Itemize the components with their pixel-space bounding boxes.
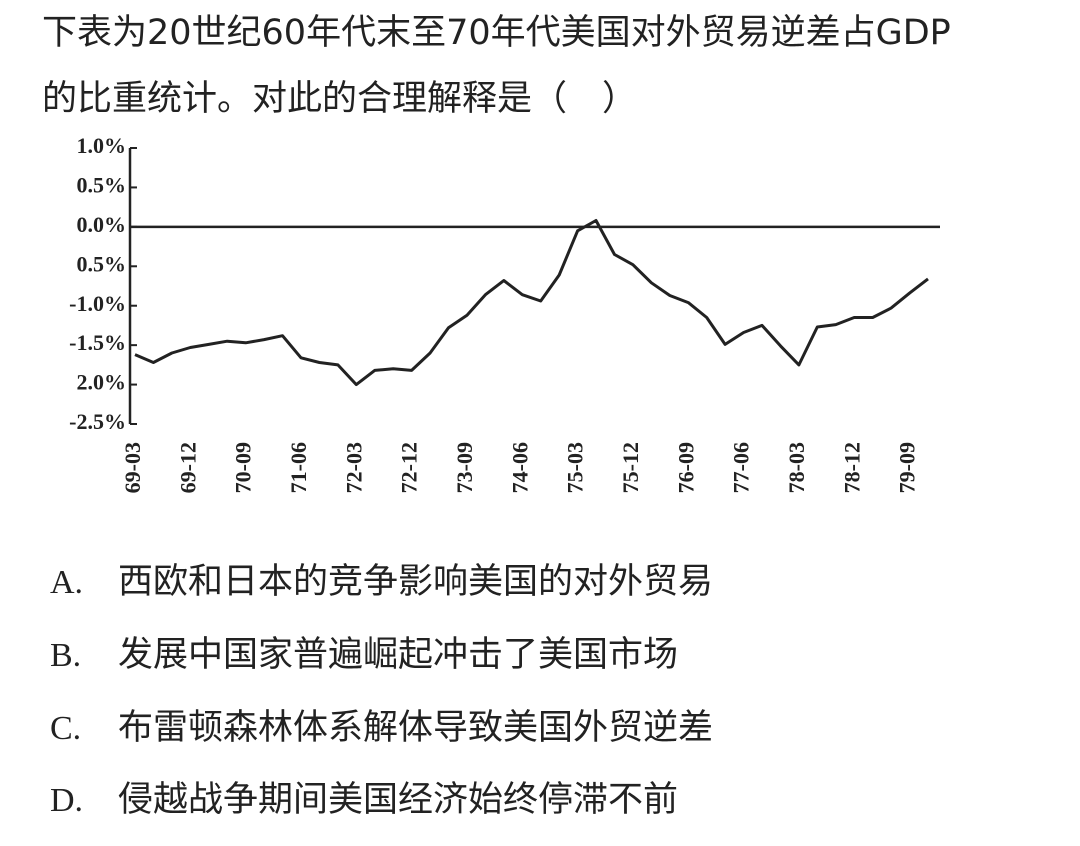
question-line: 的比重统计。对此的合理解释是（ ） bbox=[42, 79, 637, 119]
x-tick-label: 79-09 bbox=[895, 442, 920, 493]
option-label: C. bbox=[50, 710, 81, 747]
option-text: 布雷顿森林体系解体导致美国外贸逆差 bbox=[118, 708, 713, 748]
option-text: 发展中国家普遍崛起冲击了美国市场 bbox=[118, 635, 678, 675]
y-tick-label: 1.0% bbox=[77, 133, 127, 158]
x-tick-label: 75-03 bbox=[563, 442, 588, 493]
x-tick-label: 76-09 bbox=[673, 442, 698, 493]
y-tick-label: 0.5% bbox=[77, 251, 127, 276]
x-tick-label: 73-09 bbox=[452, 442, 477, 493]
y-tick-label: -1.5% bbox=[69, 330, 126, 355]
options: A. 西欧和日本的竞争影响美国的对外贸易 B. 发展中国家普遍崛起冲击了美国市场… bbox=[50, 562, 713, 820]
x-tick-label: 75-12 bbox=[618, 442, 643, 493]
x-tick-label: 70-09 bbox=[231, 442, 256, 493]
x-tick-label: 72-12 bbox=[397, 442, 422, 493]
y-tick-label: -1.0% bbox=[69, 291, 126, 316]
y-tick-label: -2.5% bbox=[69, 409, 126, 434]
line-series bbox=[134, 219, 929, 387]
chart: 1.0% 0.5% 0.0% 0.5% -1.0% -1.5% 2.0% -2.5% 69-03… bbox=[69, 133, 940, 493]
option-label: D. bbox=[50, 782, 83, 819]
x-tick-label: 69-12 bbox=[175, 442, 200, 493]
y-tick-label: 0.5% bbox=[77, 172, 127, 197]
option-text: 西欧和日本的竞争影响美国的对外贸易 bbox=[118, 562, 713, 602]
option-text: 侵越战争期间美国经济始终停滞不前 bbox=[118, 780, 678, 820]
x-tick-label: 71-06 bbox=[286, 442, 311, 493]
y-tick-label: 2.0% bbox=[77, 370, 127, 395]
y-tick-label: 0.0% bbox=[77, 212, 127, 237]
x-tick-label: 78-03 bbox=[784, 442, 809, 493]
x-tick-label: 77-06 bbox=[729, 442, 754, 493]
x-tick-label: 74-06 bbox=[507, 442, 532, 493]
x-tick-label: 69-03 bbox=[120, 442, 145, 493]
question-line: 下表为20世纪60年代末至70年代美国对外贸易逆差占GDP bbox=[42, 13, 951, 53]
x-tick-label: 72-03 bbox=[341, 442, 366, 493]
option-label: A. bbox=[50, 564, 83, 601]
x-tick-label: 78-12 bbox=[839, 442, 864, 493]
option-label: B. bbox=[50, 637, 81, 674]
